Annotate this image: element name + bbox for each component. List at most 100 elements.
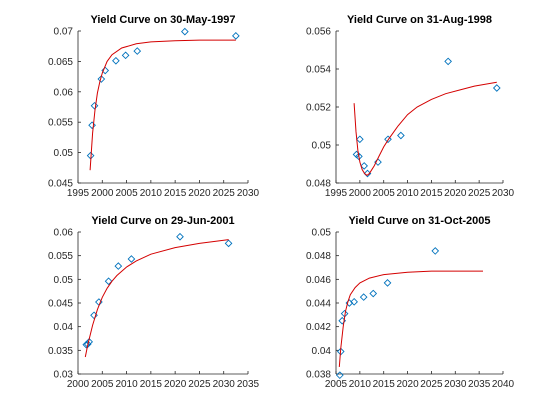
y-tick-label: 0.055 xyxy=(48,118,73,129)
y-tick-label: 0.038 xyxy=(306,370,331,381)
y-tick-label: 0.045 xyxy=(48,179,73,190)
fitted-curve-line xyxy=(353,81,497,177)
x-tick-label: 2020 xyxy=(396,379,419,390)
data-point-marker xyxy=(350,297,358,306)
data-point-marker xyxy=(359,293,368,301)
data-point-marker xyxy=(104,277,113,286)
y-tick-label: 0.06 xyxy=(54,87,74,98)
x-tick-label: 2015 xyxy=(373,379,396,390)
data-point-marker xyxy=(336,347,345,356)
x-tick-label: 2005 xyxy=(325,379,348,390)
x-tick-label: 2030 xyxy=(444,379,467,390)
y-tick-label: 0.05 xyxy=(54,275,74,286)
x-tick-label: 2000 xyxy=(91,188,114,199)
data-point-marker xyxy=(85,337,94,346)
x-tick-label: 2005 xyxy=(115,188,138,199)
y-tick-label: 0.055 xyxy=(48,251,73,262)
x-tick-label: 2025 xyxy=(188,379,211,390)
data-point-marker xyxy=(127,255,136,263)
y-tick-label: 0.05 xyxy=(312,141,332,152)
data-point-marker xyxy=(397,131,405,140)
data-point-marker xyxy=(492,84,501,92)
y-tick-label: 0.035 xyxy=(48,346,73,357)
x-tick-label: 2030 xyxy=(492,188,515,199)
data-point-marker xyxy=(232,32,240,40)
data-point-marker xyxy=(374,158,382,166)
fitted-curve-line xyxy=(89,39,236,171)
data-point-marker xyxy=(335,371,344,380)
data-point-marker xyxy=(224,239,233,248)
data-point-marker xyxy=(181,27,189,36)
data-point-marker xyxy=(101,66,110,75)
subplot-title: Yield Curve on 29-Jun-2001 xyxy=(91,215,234,227)
fitted-curve-line xyxy=(84,239,229,358)
data-point-marker xyxy=(97,75,106,83)
data-point-marker xyxy=(355,152,363,161)
x-tick-label: 2025 xyxy=(213,188,236,199)
x-tick-label: 2010 xyxy=(349,379,372,390)
x-tick-label: 1995 xyxy=(67,188,90,199)
data-point-marker xyxy=(121,51,130,60)
x-tick-label: 2010 xyxy=(140,188,163,199)
x-tick-label: 2010 xyxy=(115,379,138,390)
y-tick-label: 0.044 xyxy=(306,299,331,310)
data-point-marker xyxy=(356,135,364,144)
y-tick-label: 0.045 xyxy=(48,299,73,310)
subplot-title: Yield Curve on 31-Aug-1998 xyxy=(347,14,492,26)
x-tick-label: 2020 xyxy=(444,188,467,199)
data-point-marker xyxy=(431,247,440,255)
y-tick-label: 0.03 xyxy=(54,370,74,381)
x-tick-label: 2035 xyxy=(237,379,260,390)
data-point-marker xyxy=(444,57,452,66)
data-point-marker xyxy=(384,135,392,144)
y-tick-label: 0.056 xyxy=(306,27,331,38)
data-point-marker xyxy=(88,121,96,130)
x-tick-label: 2020 xyxy=(164,379,187,390)
x-tick-label: 2015 xyxy=(140,379,163,390)
y-tick-label: 0.04 xyxy=(312,346,332,357)
y-tick-label: 0.07 xyxy=(54,27,74,38)
x-tick-label: 2010 xyxy=(396,188,419,199)
y-tick-label: 0.046 xyxy=(306,275,331,286)
y-tick-label: 0.048 xyxy=(306,179,331,190)
data-point-marker xyxy=(114,262,123,270)
x-tick-label: 2025 xyxy=(468,188,491,199)
data-point-marker xyxy=(90,101,99,110)
data-point-marker xyxy=(360,162,368,170)
data-point-marker xyxy=(383,279,392,287)
x-tick-label: 2020 xyxy=(188,188,211,199)
x-tick-label: 2005 xyxy=(91,379,114,390)
x-tick-label: 2040 xyxy=(492,379,515,390)
y-tick-label: 0.04 xyxy=(54,322,74,333)
x-tick-label: 1995 xyxy=(325,188,348,199)
y-tick-label: 0.042 xyxy=(306,322,331,333)
data-point-marker xyxy=(176,232,184,241)
fitted-curve-line xyxy=(338,270,483,367)
y-tick-label: 0.06 xyxy=(54,228,74,239)
data-point-marker xyxy=(133,47,142,55)
x-tick-label: 2030 xyxy=(213,379,236,390)
x-tick-label: 2015 xyxy=(420,188,443,199)
subplot-title: Yield Curve on 30-May-1997 xyxy=(90,14,235,26)
x-tick-label: 2000 xyxy=(67,379,90,390)
y-tick-label: 0.05 xyxy=(312,228,332,239)
data-point-marker xyxy=(369,289,378,298)
y-tick-label: 0.054 xyxy=(306,65,331,76)
y-tick-label: 0.05 xyxy=(54,148,74,159)
subplot-title: Yield Curve on 31-Oct-2005 xyxy=(348,215,490,227)
x-tick-label: 2000 xyxy=(349,188,372,199)
x-tick-label: 2030 xyxy=(237,188,260,199)
x-tick-label: 2035 xyxy=(468,379,491,390)
x-tick-label: 2025 xyxy=(420,379,443,390)
data-point-marker xyxy=(112,56,120,65)
y-tick-label: 0.048 xyxy=(306,251,331,262)
x-tick-label: 2005 xyxy=(373,188,396,199)
y-tick-label: 0.052 xyxy=(306,103,331,114)
y-tick-label: 0.065 xyxy=(48,57,73,68)
x-tick-label: 2015 xyxy=(164,188,187,199)
